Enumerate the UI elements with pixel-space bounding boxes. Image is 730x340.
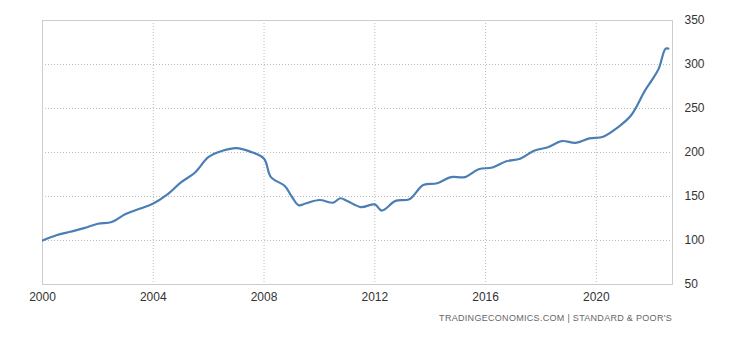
svg-text:350: 350 [685, 13, 705, 27]
svg-text:50: 50 [685, 277, 699, 291]
svg-text:2008: 2008 [251, 290, 278, 304]
svg-text:300: 300 [685, 57, 705, 71]
svg-text:2016: 2016 [472, 290, 499, 304]
svg-text:2012: 2012 [361, 290, 388, 304]
svg-text:150: 150 [685, 189, 705, 203]
svg-text:2020: 2020 [583, 290, 610, 304]
svg-text:2000: 2000 [29, 290, 56, 304]
html-text:TRADINGECONOMICS.COM | STANDAR: TRADINGECONOMICS.COM | STANDARD & POOR'S [439, 313, 672, 323]
svg-text:200: 200 [685, 145, 705, 159]
svg-text:100: 100 [685, 233, 705, 247]
svg-text:2004: 2004 [140, 290, 167, 304]
svg-text:250: 250 [685, 101, 705, 115]
